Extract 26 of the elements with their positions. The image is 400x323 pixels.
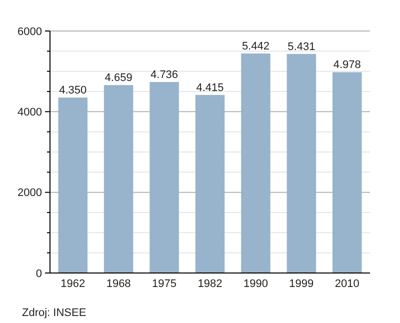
y-tick-label: 2000 [18,187,42,200]
data-label: 4.350 [59,84,87,97]
y-tick-label: 0 [36,268,42,280]
data-label: 5.442 [242,40,270,53]
y-tick-label: 6000 [18,26,42,38]
y-tick-label: 4000 [18,106,42,119]
x-tick-label: 2010 [334,278,360,290]
bar [104,85,134,273]
x-tick-label: 1999 [289,278,314,290]
data-label: 5.431 [288,40,316,53]
bar [150,82,179,273]
x-tick-label: 1962 [60,278,86,290]
data-label: 4.978 [333,59,361,72]
x-tick-label: 1982 [198,278,222,290]
x-tick-label: 1975 [152,278,177,290]
text: Zdroj: INSEE [22,307,86,319]
data-label: 4.415 [196,82,224,94]
data-label: 4.659 [104,72,132,84]
bar [58,98,88,273]
x-tick-label: 1990 [243,278,268,290]
bar [195,94,225,273]
bar [332,72,362,273]
bar [241,54,270,273]
bar [286,54,316,273]
data-label: 4.736 [150,68,178,81]
x-tick-label: 1968 [106,278,131,290]
